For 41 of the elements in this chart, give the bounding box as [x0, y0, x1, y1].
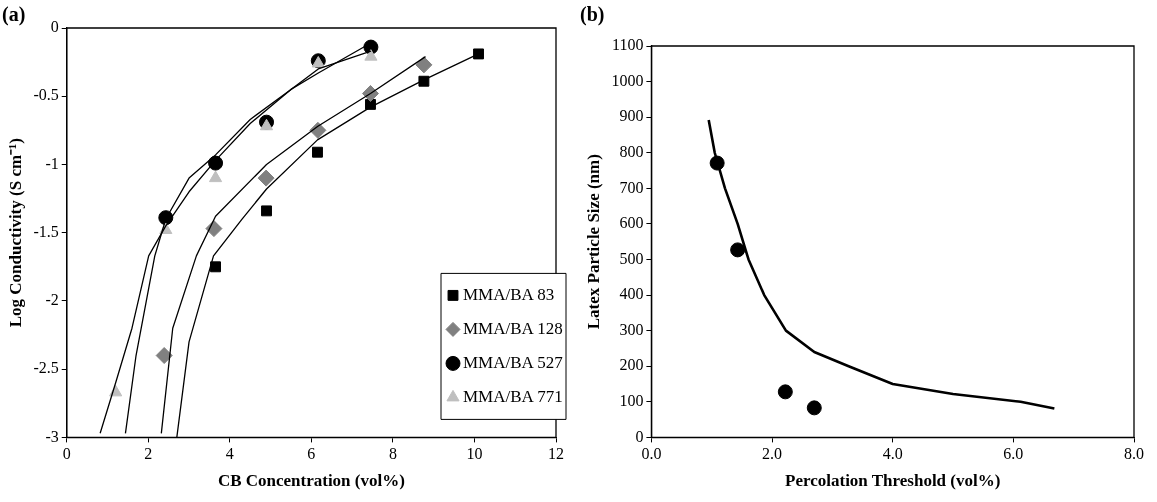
y-tick-label: 900: [619, 107, 644, 125]
legend-label: MMA/BA 83: [463, 284, 555, 304]
y-tick-label: 0: [50, 18, 59, 36]
y-axis-title: Latex Particle Size (nm): [583, 154, 603, 330]
y-tick-label: 800: [619, 142, 644, 160]
x-tick-label: 8.0: [1124, 445, 1144, 463]
y-tick-label: 600: [619, 214, 644, 232]
legend-label: MMA/BA 771: [463, 386, 563, 406]
y-tick-label: -0.5: [33, 86, 59, 104]
y-tick-label: -2: [45, 291, 59, 309]
y-tick-label: 0: [635, 427, 644, 445]
y-tick-label: 700: [619, 178, 644, 196]
x-tick-label: 10: [466, 445, 483, 463]
x-tick-label: 8: [388, 445, 397, 463]
x-tick-label: 0: [62, 445, 71, 463]
x-tick-label: 0.0: [641, 445, 662, 463]
y-tick-label: 200: [619, 356, 644, 374]
x-axis-title: Percolation Threshold (vol%): [785, 471, 1001, 491]
x-tick-label: 2.0: [762, 445, 783, 463]
chart-title: (a): [2, 3, 26, 27]
y-tick-label: 1100: [611, 36, 644, 54]
legend-label: MMA/BA 128: [463, 318, 563, 338]
y-tick-label: 100: [619, 392, 644, 410]
x-tick-label: 6.0: [1003, 445, 1024, 463]
y-tick-label: 500: [619, 249, 644, 267]
x-tick-label: 4.0: [882, 445, 903, 463]
y-tick-label: 300: [619, 320, 644, 338]
x-tick-label: 12: [548, 445, 564, 463]
y-tick-label: 400: [619, 285, 644, 303]
y-tick-label: -3: [45, 427, 59, 445]
y-tick-label: -1.5: [33, 222, 59, 240]
x-axis-title: CB Concentration (vol%): [217, 471, 405, 491]
x-tick-label: 6: [307, 445, 316, 463]
chart-title: (b): [580, 3, 605, 27]
x-tick-label: 2: [144, 445, 153, 463]
x-tick-label: 4: [225, 445, 234, 463]
y-axis-title: Log Conductivity (S cm⁻¹): [5, 138, 25, 328]
y-tick-label: -2.5: [33, 359, 59, 377]
y-tick-label: 1000: [611, 71, 644, 89]
legend-label: MMA/BA 527: [463, 352, 564, 372]
y-tick-label: -1: [45, 154, 59, 172]
